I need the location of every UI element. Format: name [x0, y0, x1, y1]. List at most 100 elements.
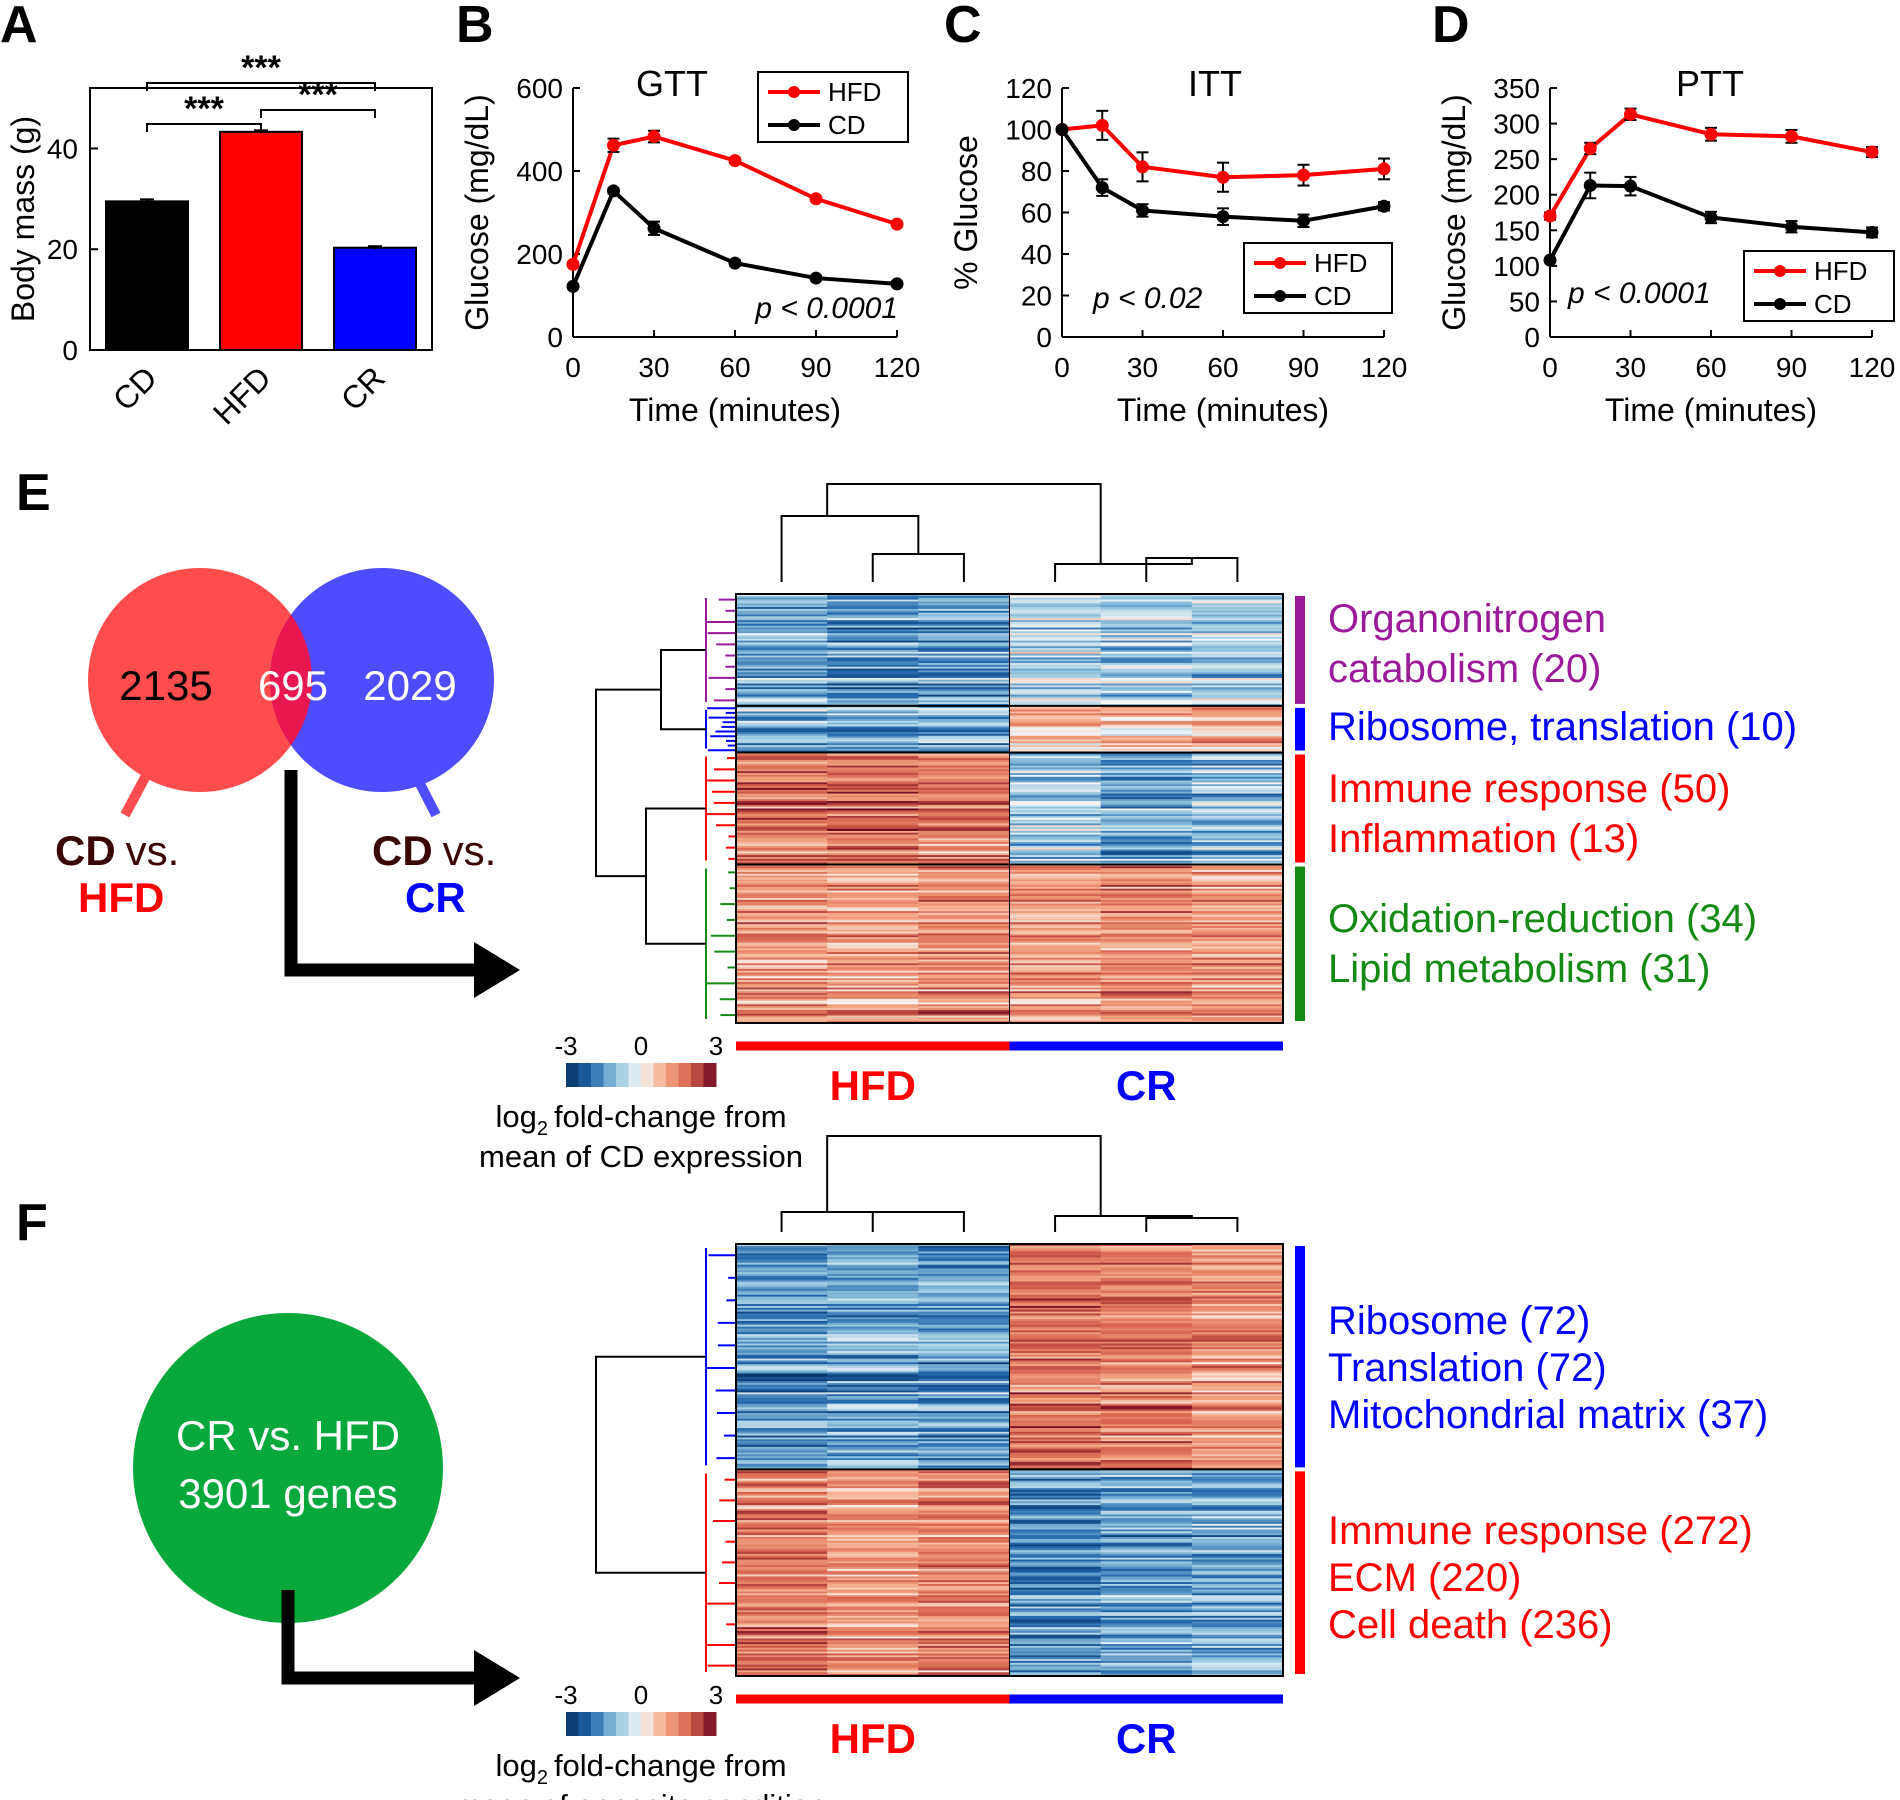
heatmap-cell — [918, 1379, 1011, 1382]
heatmap-cell — [736, 778, 828, 782]
heatmap-cell — [827, 1580, 919, 1583]
heatmap-cell — [736, 761, 828, 765]
heatmap-cell — [827, 1253, 919, 1256]
heatmap-cell — [736, 1260, 828, 1264]
heatmap-cell — [1009, 773, 1102, 776]
heatmap-cell — [1009, 1510, 1102, 1514]
heatmap-cell — [736, 903, 828, 907]
heatmap-cell — [1191, 1384, 1284, 1388]
heatmap-cell — [1009, 1244, 1102, 1247]
term-label-group: Immune response (50)Inflammation (13) — [1328, 767, 1730, 861]
heatmap-cell — [918, 976, 1011, 979]
heatmap-cell — [918, 823, 1011, 826]
heatmap-cell — [827, 1546, 919, 1549]
heatmap-cell — [1100, 1469, 1193, 1472]
heatmap-cell — [918, 814, 1011, 817]
heatmap-cell — [918, 802, 1011, 806]
heatmap-cell — [1009, 896, 1102, 899]
heatmap-cell — [736, 612, 828, 616]
heatmap-cell — [918, 636, 1011, 640]
heatmap-cell — [736, 718, 828, 722]
heatmap-cell — [1191, 873, 1284, 877]
heatmap-cell — [1100, 1317, 1193, 1320]
heatmap-cell — [918, 1497, 1011, 1501]
heatmap-cell — [918, 748, 1011, 752]
heatmap-cell — [1100, 1629, 1193, 1632]
heatmap-cell — [1191, 789, 1284, 793]
heatmap-cell — [827, 1433, 919, 1437]
heatmap-cell — [736, 1366, 828, 1369]
heatmap-cell — [1191, 685, 1284, 688]
heatmap-cell — [736, 879, 828, 882]
heatmap-cell — [827, 631, 919, 634]
panel-letter-f: F — [16, 1194, 48, 1252]
heatmap-cell — [918, 909, 1011, 912]
heatmap-cell — [736, 855, 828, 858]
heatmap-cell — [1191, 1274, 1284, 1277]
heatmap-cell — [1100, 996, 1193, 1000]
heatmap-cell — [827, 797, 919, 800]
heatmap-cell — [827, 890, 919, 894]
heatmap-cell — [1191, 918, 1284, 922]
heatmap-cell — [1100, 860, 1193, 864]
heatmap-cell — [918, 829, 1011, 832]
heatmap-cell — [827, 1471, 919, 1474]
heatmap-cell — [918, 1443, 1011, 1446]
heatmap-cell — [827, 1527, 919, 1531]
heatmap-cell — [1100, 842, 1193, 845]
heatmap-cell — [1009, 976, 1102, 979]
heatmap-cell — [918, 1561, 1011, 1564]
heatmap-cell — [1100, 918, 1193, 922]
significance-label: *** — [241, 49, 281, 87]
heatmap-cell — [827, 873, 919, 877]
heatmap-cell — [736, 896, 828, 899]
heatmap-cell — [1191, 1317, 1284, 1320]
heatmap-cell — [1100, 1544, 1193, 1547]
heatmap-cell — [1100, 1471, 1193, 1474]
heatmap-cell — [1191, 1521, 1284, 1525]
heatmap-cell — [736, 668, 828, 672]
heatmap-cell — [1100, 789, 1193, 793]
heatmap-cell — [918, 1630, 1011, 1634]
heatmap-cell — [918, 661, 1011, 664]
heatmap-cell — [1009, 1647, 1102, 1651]
heatmap-cell — [736, 646, 828, 649]
heatmap-cell — [1100, 1475, 1193, 1478]
heatmap-cell — [1191, 1621, 1284, 1625]
heatmap-cell — [827, 911, 919, 914]
heatmap-cell — [918, 864, 1011, 867]
heatmap-cell — [827, 1664, 919, 1668]
heatmap-cell — [827, 810, 919, 813]
heatmap-cell — [736, 649, 828, 653]
heatmap-cell — [736, 1289, 828, 1292]
heatmap-cell — [1009, 993, 1102, 996]
heatmap-cell — [1191, 1508, 1284, 1512]
heatmap-cell — [1009, 679, 1102, 683]
heatmap-cell — [1100, 689, 1193, 692]
heatmap-cell — [736, 694, 828, 698]
heatmap-cell — [1009, 840, 1102, 843]
heatmap-cell — [827, 1307, 919, 1311]
y-tick-label: 40 — [47, 133, 78, 164]
heatmap-cell — [1100, 1552, 1193, 1555]
heatmap-cell — [736, 996, 828, 1000]
heatmap-cell — [1191, 767, 1284, 770]
heatmap-cell — [736, 1627, 828, 1630]
heatmap-cell — [918, 726, 1011, 729]
heatmap-cell — [1009, 953, 1102, 957]
heatmap-cell — [1191, 1647, 1284, 1651]
heatmap-cell — [736, 1490, 828, 1493]
heatmap-cell — [1191, 1411, 1284, 1414]
heatmap-cell — [1191, 1255, 1284, 1258]
heatmap-cell — [1191, 1540, 1284, 1544]
heatmap-cell — [1009, 1606, 1102, 1609]
heatmap-cell — [1191, 676, 1284, 679]
y-tick-label: 40 — [1021, 239, 1052, 270]
heatmap-cell — [827, 1358, 919, 1362]
heatmap-cell — [1009, 799, 1102, 802]
heatmap-cell — [1009, 594, 1102, 597]
heatmap-cell — [827, 657, 919, 660]
heatmap-cell — [827, 1388, 919, 1392]
heatmap-cell — [1100, 646, 1193, 649]
